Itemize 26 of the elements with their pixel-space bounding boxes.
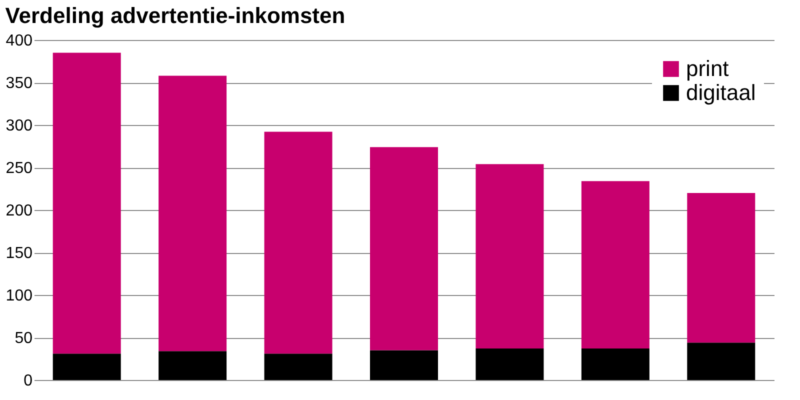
- bar: [370, 350, 438, 380]
- y-tick-label: 250: [6, 160, 33, 177]
- y-tick-label: 200: [6, 202, 33, 220]
- bar: [370, 147, 438, 350]
- y-tick-label: 350: [6, 75, 33, 92]
- bar: [687, 342, 756, 380]
- bar: [264, 132, 332, 354]
- bar: [581, 181, 650, 349]
- y-tick-label: 300: [6, 118, 33, 134]
- bar: [581, 348, 650, 380]
- bar: [158, 76, 227, 352]
- bar: [476, 164, 544, 349]
- y-tick-label: 50: [14, 330, 33, 347]
- bar: [264, 354, 332, 380]
- bar: [476, 348, 544, 380]
- bar: [52, 52, 121, 354]
- chart-title: Verdeling advertentie-inkomsten: [5, 3, 346, 28]
- y-tick-label: 0: [24, 372, 33, 390]
- bar: [52, 354, 121, 380]
- legend-label: print: [686, 56, 729, 81]
- bar: [687, 193, 756, 343]
- y-tick-label: 400: [6, 32, 33, 50]
- y-tick-label: 100: [6, 288, 33, 304]
- legend-label: digitaal: [686, 80, 756, 105]
- bar: [158, 351, 227, 380]
- y-tick-label: 150: [6, 245, 33, 262]
